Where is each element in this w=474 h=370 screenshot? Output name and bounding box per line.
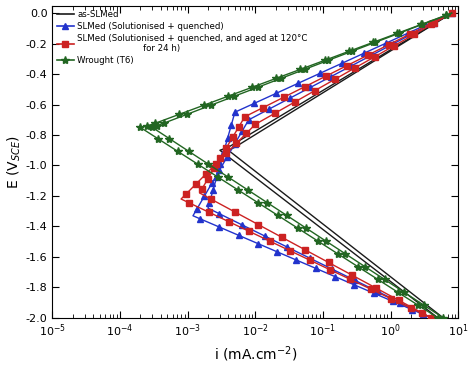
- X-axis label: i (mA.cm$^{-2}$): i (mA.cm$^{-2}$): [214, 345, 297, 364]
- Legend: as-SLMed, SLMed (Solutionised + quenched), SLMed (Solutionised + quenched, and a: as-SLMed, SLMed (Solutionised + quenched…: [55, 8, 310, 67]
- Y-axis label: E (V$_{SCE}$): E (V$_{SCE}$): [6, 135, 23, 189]
